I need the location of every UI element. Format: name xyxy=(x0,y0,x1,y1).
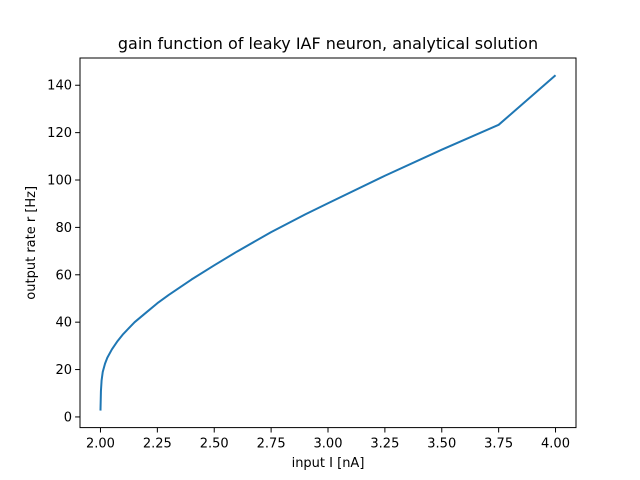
x-tick-label: 3.75 xyxy=(484,437,513,452)
y-tick-label: 140 xyxy=(47,79,72,94)
y-tick-label: 40 xyxy=(55,316,72,331)
series-layer xyxy=(99,74,557,411)
gain-curve-line xyxy=(99,74,557,411)
y-tick-label: 20 xyxy=(55,363,72,378)
y-tick-label: 120 xyxy=(47,126,72,141)
x-axis-label: input I [nA] xyxy=(292,456,365,471)
x-tick-label: 3.00 xyxy=(314,437,343,452)
y-axis-label: output rate r [Hz] xyxy=(24,186,39,300)
x-tick-label: 3.25 xyxy=(370,437,399,452)
y-tick-label: 80 xyxy=(55,221,72,236)
x-tick-label: 2.00 xyxy=(86,437,115,452)
x-tick-label: 4.00 xyxy=(541,437,570,452)
y-tick-label: 100 xyxy=(47,174,72,189)
y-tick-label: 0 xyxy=(64,410,72,425)
ticks-layer: 2.00 2.25 2.50 2.75 3.00 3.25 3.50 3.75 4.00 0 20 4… xyxy=(47,79,570,452)
plot-frame xyxy=(79,57,577,429)
x-tick-label: 2.50 xyxy=(200,437,229,452)
x-tick-label: 3.50 xyxy=(427,437,456,452)
x-tick-label: 2.75 xyxy=(257,437,286,452)
y-tick-label: 60 xyxy=(55,268,72,283)
x-tick-label: 2.25 xyxy=(143,437,172,452)
chart-title: gain function of leaky IAF neuron, analy… xyxy=(118,34,538,53)
